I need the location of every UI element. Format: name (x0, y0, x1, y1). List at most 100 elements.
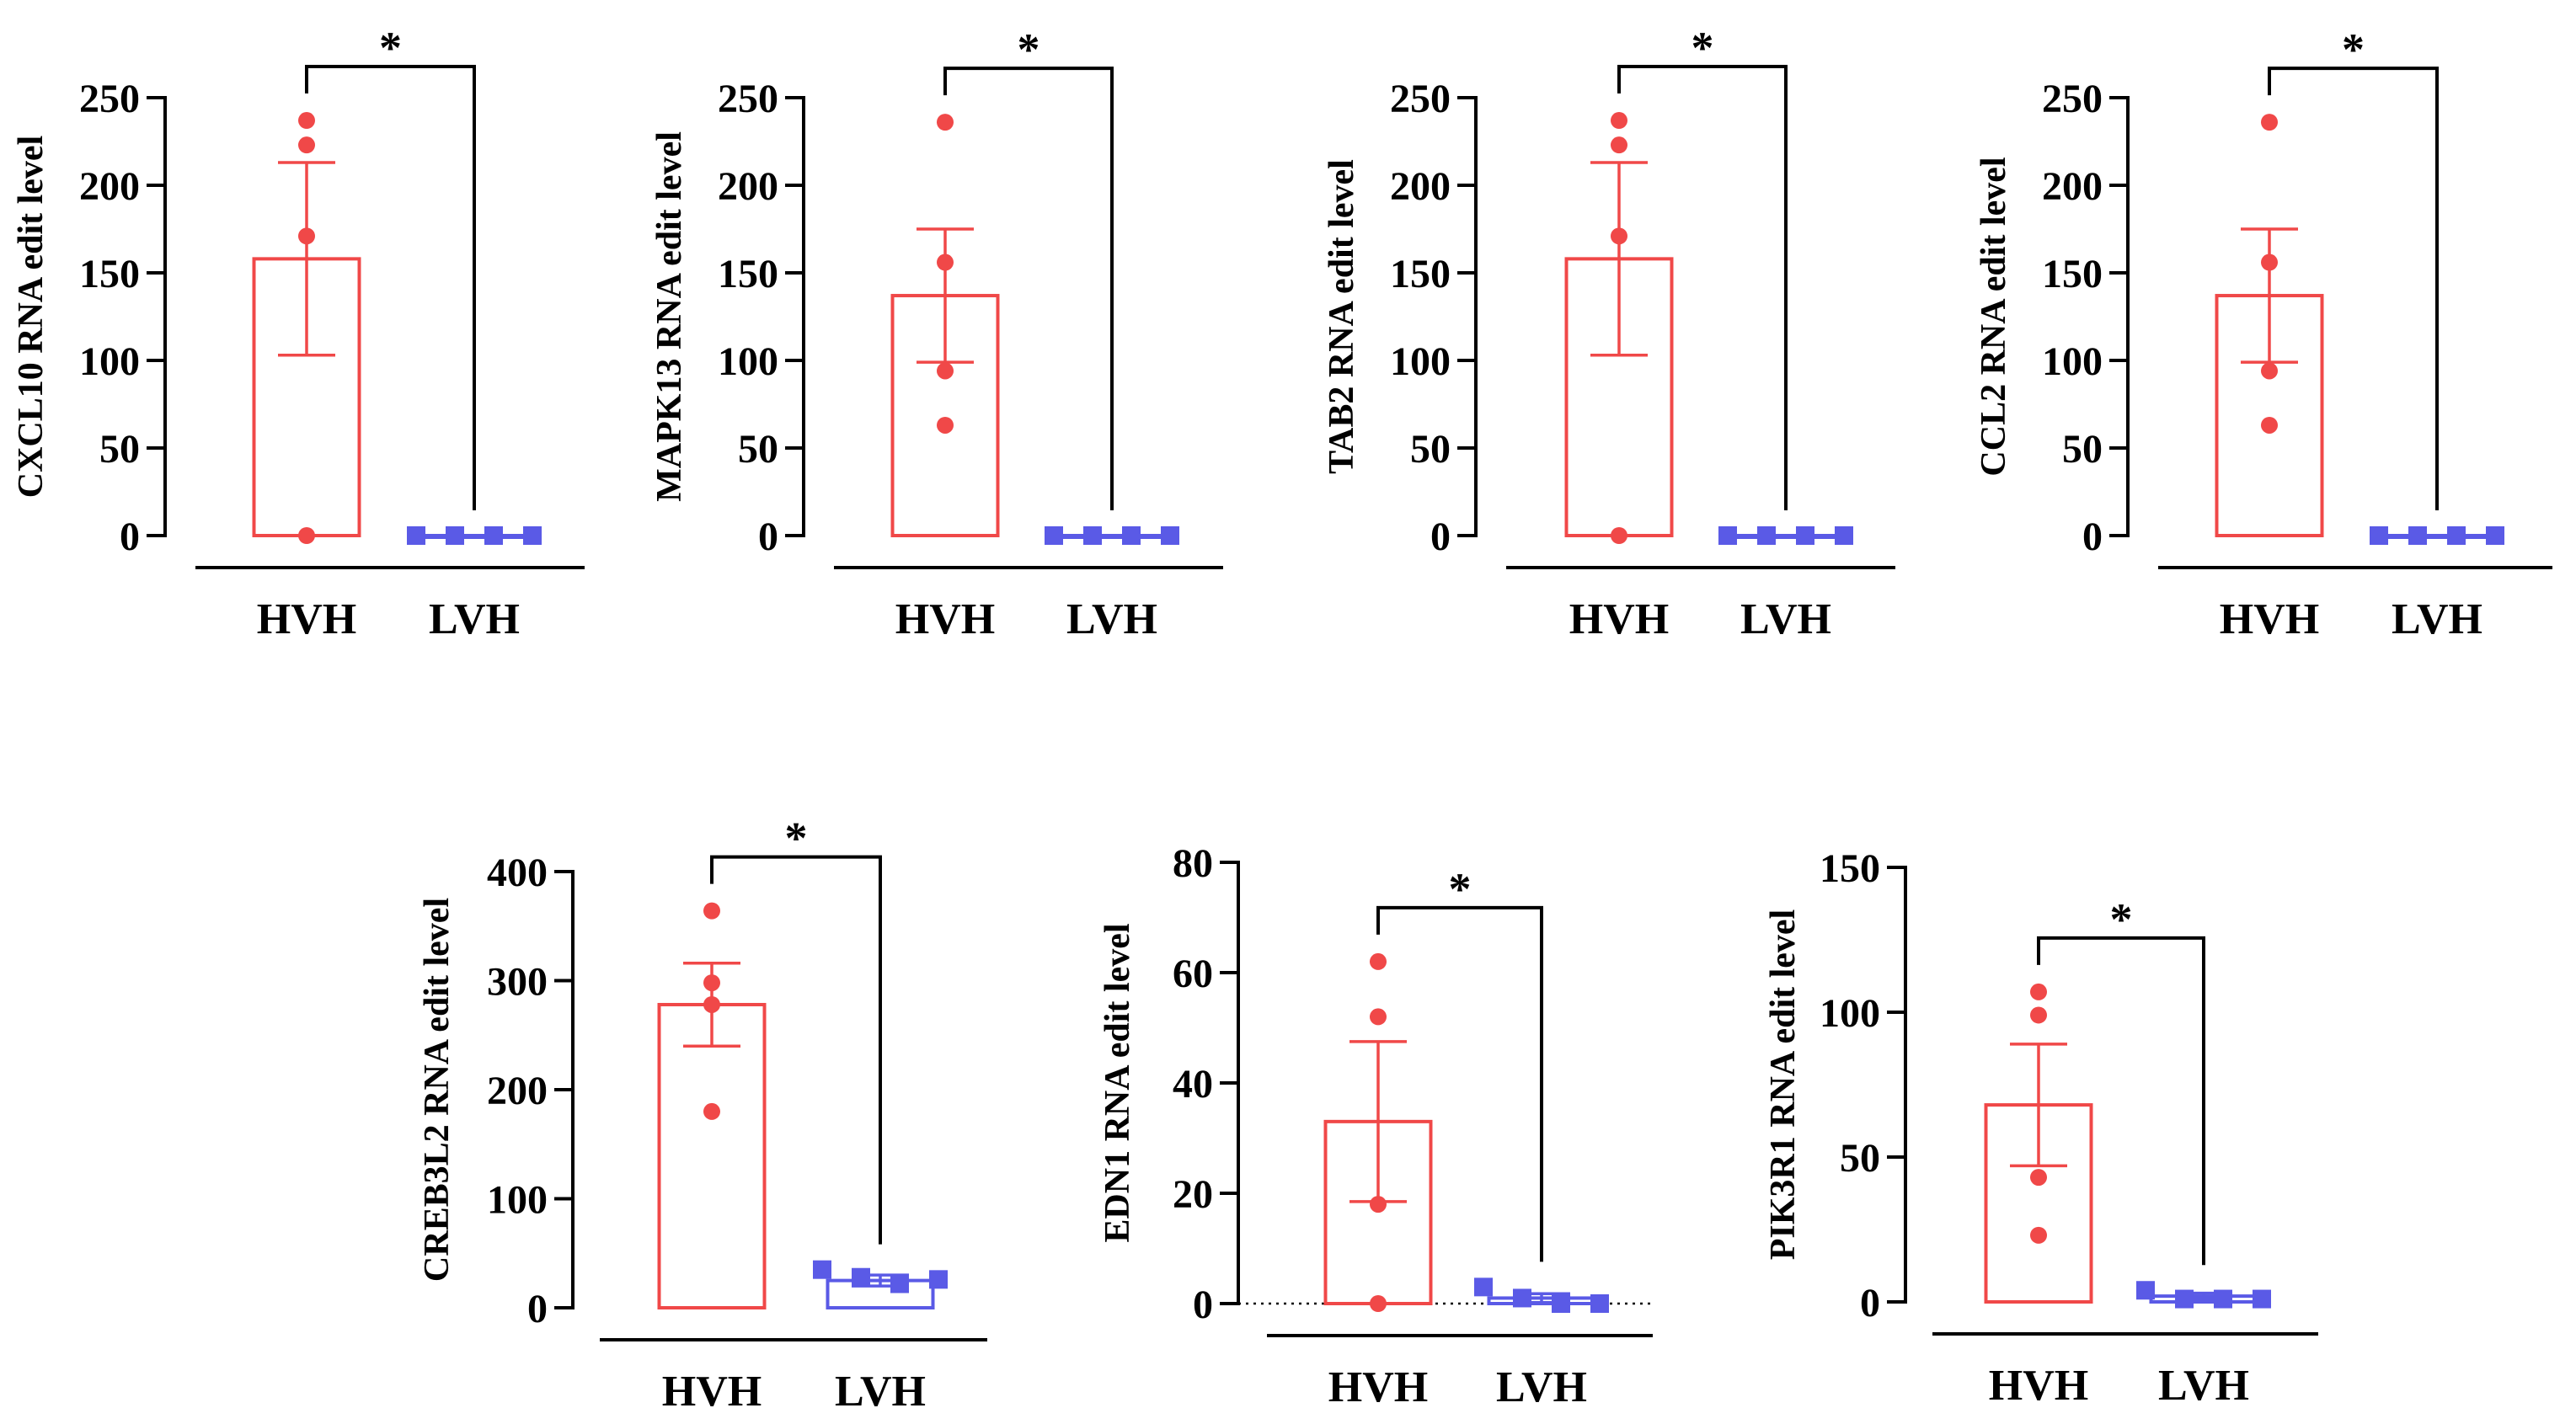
data-point-lvh (2447, 526, 2466, 545)
chart-panel-4: 0 50 100 150 200 250 CCL2 RNA edit level HVH LVH… (1975, 24, 2552, 643)
data-point-hvh (1370, 1295, 1387, 1312)
data-point-hvh (1370, 952, 1387, 970)
significance-star: * (2110, 894, 2133, 945)
data-point-lvh (1513, 1288, 1531, 1308)
data-point-lvh (1590, 1294, 1609, 1313)
y-tick-label: 200 (1390, 164, 1451, 209)
y-tick-label: 50 (2062, 427, 2103, 472)
x-tick-label-hvh: HVH (662, 1368, 762, 1416)
y-axis-label: MAPK13 RNA edit level (650, 131, 689, 502)
bar-lvh (2382, 534, 2492, 539)
x-tick-label-hvh: HVH (257, 595, 356, 643)
y-tick-label: 150 (1390, 252, 1451, 296)
data-point-lvh (2486, 526, 2504, 545)
data-point-hvh (703, 1102, 720, 1120)
y-tick-label: 150 (79, 252, 140, 296)
data-point-lvh (484, 526, 503, 545)
significance-star: * (1449, 864, 1472, 915)
data-point-hvh (703, 974, 720, 992)
data-point-lvh (813, 1260, 831, 1279)
data-point-lvh (1552, 1294, 1570, 1313)
data-point-hvh (298, 227, 315, 245)
x-tick-label-lvh: LVH (2392, 595, 2482, 643)
data-point-hvh (1611, 527, 1627, 544)
x-tick-label-lvh: LVH (835, 1368, 926, 1416)
data-point-lvh (446, 526, 464, 545)
data-point-hvh (2261, 114, 2278, 131)
data-point-hvh (937, 416, 954, 434)
x-tick-label-hvh: HVH (895, 595, 995, 643)
significance-star: * (379, 23, 402, 73)
y-tick-label: 100 (718, 339, 778, 384)
y-tick-label: 0 (1193, 1283, 1213, 1327)
significance-bracket (710, 855, 882, 1245)
data-point-lvh (1835, 526, 1853, 545)
data-point-lvh (2408, 526, 2427, 545)
data-point-lvh (852, 1267, 870, 1287)
data-point-lvh (1796, 526, 1814, 545)
x-tick-label-hvh: HVH (1569, 595, 1669, 643)
y-tick-label: 200 (2042, 164, 2103, 209)
y-axis-label: CCL2 RNA edit level (1975, 157, 2013, 476)
y-tick-label: 60 (1173, 952, 1213, 996)
y-tick-label: 80 (1173, 841, 1213, 886)
significance-star: * (2342, 24, 2365, 75)
data-point-hvh (1370, 1008, 1387, 1026)
significance-star: * (785, 813, 808, 864)
significance-star: * (1018, 24, 1040, 75)
data-point-lvh (2214, 1289, 2232, 1309)
y-tick-label: 250 (1390, 77, 1451, 121)
y-tick-label: 40 (1173, 1062, 1213, 1107)
data-point-hvh (2261, 362, 2278, 380)
data-point-lvh (890, 1274, 909, 1293)
y-tick-label: 0 (527, 1287, 548, 1331)
y-tick-label: 50 (99, 427, 140, 472)
data-point-hvh (937, 362, 954, 380)
x-tick-label-lvh: LVH (2158, 1362, 2249, 1410)
x-tick-label-lvh: LVH (1740, 595, 1831, 643)
y-tick-label: 400 (487, 851, 548, 895)
x-tick-label-hvh: HVH (2220, 595, 2319, 643)
y-tick-label: 100 (79, 339, 140, 384)
y-tick-label: 200 (79, 164, 140, 209)
data-point-hvh (937, 114, 954, 131)
chart-panel-2: 0 50 100 150 200 250 MAPK13 RNA edit level HVH L… (650, 24, 1223, 643)
x-tick-label-lvh: LVH (1496, 1363, 1587, 1411)
y-tick-label: 150 (718, 252, 778, 296)
data-point-lvh (1718, 526, 1737, 545)
data-point-hvh (2030, 1169, 2047, 1187)
x-tick-label-lvh: LVH (429, 595, 520, 643)
data-point-hvh (1611, 227, 1627, 245)
y-tick-label: 20 (1173, 1172, 1213, 1217)
x-tick-label-lvh: LVH (1066, 595, 1157, 643)
y-tick-label: 0 (1430, 515, 1451, 559)
y-tick-label: 50 (738, 427, 778, 472)
data-point-lvh (1161, 526, 1179, 545)
y-tick-label: 0 (1860, 1281, 1880, 1325)
y-tick-label: 50 (1840, 1136, 1880, 1181)
data-point-lvh (929, 1270, 948, 1289)
bar-lvh (1731, 534, 1841, 539)
y-tick-label: 250 (2042, 77, 2103, 121)
data-point-hvh (2030, 983, 2047, 1000)
data-point-hvh (1611, 136, 1627, 154)
y-axis-label: TAB2 RNA edit level (1323, 159, 1361, 474)
y-axis-label: CXCL10 RNA edit level (12, 136, 51, 498)
y-tick-label: 200 (718, 164, 778, 209)
data-point-hvh (937, 253, 954, 271)
chart-panel-1: 0 50 100 150 200 250 CXCL10 RNA edit level HVH L… (12, 23, 585, 643)
chart-panel-5: 0 100 200 300 400 CREB3L2 RNA edit level HVH LV… (418, 813, 987, 1416)
data-point-lvh (2175, 1289, 2194, 1309)
y-tick-label: 150 (1820, 846, 1880, 891)
data-point-hvh (1370, 1196, 1387, 1213)
data-point-hvh (703, 995, 720, 1013)
data-point-lvh (523, 526, 542, 545)
data-point-lvh (407, 526, 425, 545)
chart-panel-6: 0 20 40 60 80 EDN1 RNA edit level HVH LVH * (1098, 841, 1653, 1411)
y-tick-label: 250 (718, 77, 778, 121)
significance-bracket (2037, 936, 2205, 1266)
chart-panel-7: 0 50 100 150 PIK3R1 RNA edit level HVH LVH * (1764, 846, 2318, 1410)
bar-lvh (1057, 534, 1167, 539)
data-point-hvh (703, 902, 720, 920)
